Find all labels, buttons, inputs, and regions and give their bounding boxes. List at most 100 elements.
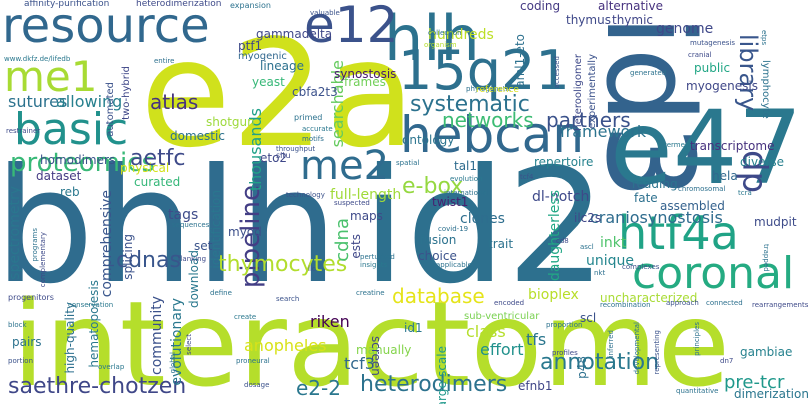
cloud-word: heterooligomer (573, 54, 584, 131)
cloud-word: riken (310, 312, 350, 331)
cloud-word: hela (712, 169, 738, 183)
cloud-word: set (194, 239, 213, 253)
cloud-word: fate (634, 191, 658, 205)
cloud-word: dl-notch (532, 189, 590, 205)
cloud-word: large-scale (435, 346, 449, 404)
cloud-word: coronal (632, 248, 795, 299)
cloud-word: class (466, 322, 506, 341)
cloud-word: suspected (334, 199, 370, 207)
cloud-word: connected (706, 299, 743, 307)
cloud-word: saethre-chotzen (8, 374, 187, 399)
cloud-word: motifs (302, 135, 324, 143)
cloud-word: heterodimers (360, 372, 508, 397)
cloud-word: tal1 (454, 159, 478, 173)
cloud-word: spatial (396, 159, 420, 167)
cloud-word: tcf4 (520, 173, 534, 181)
cloud-word: two-hybrid (121, 66, 132, 120)
cloud-word: lymphocyte (760, 60, 771, 119)
cloud-word: pre-tcr (724, 372, 785, 393)
cloud-word: primed (294, 113, 323, 122)
cloud-word: flanking (178, 255, 207, 263)
cloud-word: technology (286, 191, 325, 199)
cloud-word: throughput (276, 145, 316, 153)
cloud-word: partners (546, 108, 631, 132)
cloud-word: cd8 (556, 237, 569, 245)
cloud-word: e12 (304, 0, 399, 54)
cloud-word: genome (656, 21, 714, 37)
cloud-word: automated (105, 82, 116, 137)
cloud-word: ptf1 (238, 39, 263, 53)
cloud-word: full-length (330, 187, 402, 203)
cloud-word: sequences (172, 221, 210, 229)
cloud-word: quantitative (676, 387, 719, 395)
cloud-word: tcra (738, 189, 752, 197)
cloud-word: etps (760, 30, 768, 46)
cloud-word: search (276, 295, 300, 303)
cloud-word: networks (442, 108, 534, 132)
cloud-word: repertoire (534, 155, 594, 169)
cloud-word: frames (344, 75, 386, 89)
cloud-word: valuable (310, 9, 340, 17)
cloud-word: select (185, 334, 193, 355)
cloud-word: international (444, 189, 489, 197)
cloud-word: collection (428, 29, 462, 37)
cloud-word: reference (476, 85, 519, 95)
cloud-word: dataset (36, 169, 82, 183)
cloud-word: basic (14, 104, 129, 155)
cloud-word: id1 (404, 321, 423, 335)
cloud-word: generated (630, 69, 667, 77)
cloud-word: me1 (4, 52, 98, 101)
cloud-word: unique (586, 253, 635, 269)
cloud-word: inkt (600, 235, 627, 251)
cloud-word: interactome (12, 275, 731, 404)
cloud-word: entire (154, 57, 175, 65)
cloud-word: diverse (740, 155, 785, 169)
cloud-word: mudpit (754, 215, 797, 229)
cloud-word: creatine (356, 289, 385, 297)
cloud-word: reb (60, 185, 80, 199)
cloud-word: cdnas (116, 248, 181, 273)
cloud-word: me2 (300, 143, 390, 189)
cloud-word: mutagenesis (690, 39, 736, 47)
cloud-word: identification (209, 190, 223, 269)
cloud-word: spectrometry (7, 186, 23, 280)
cloud-word: accurate (302, 125, 333, 133)
cloud-word: dosage (244, 381, 270, 389)
cloud-word: coding (520, 0, 561, 13)
cloud-word: e2-2 (296, 376, 341, 400)
cloud-word: myogenic (238, 51, 287, 62)
cloud-word: gambiae (740, 345, 793, 359)
cloud-word: eto2 (260, 151, 288, 165)
cloud-word: covid-19 (438, 225, 469, 233)
cloud-word: effort (480, 340, 524, 359)
cloud-word: proportion (546, 321, 583, 329)
cloud-word: tags (168, 207, 199, 223)
cloud-word: high-quality (63, 302, 77, 374)
cloud-word: p48 (575, 356, 589, 379)
cloud-word: approach (666, 299, 699, 307)
cloud-word: efnb1 (518, 379, 553, 393)
cloud-word: id2 (362, 135, 607, 319)
cloud-word: scl (580, 311, 597, 325)
cloud-word: physical (120, 161, 170, 175)
cloud-word: global (169, 352, 177, 374)
cloud-word: hlh (384, 2, 480, 75)
cloud-word: splicing (121, 234, 135, 280)
cloud-word: e2a (140, 8, 416, 180)
cloud-word: allowing (56, 92, 123, 111)
cloud-word: heterodimerization (136, 0, 222, 9)
cloud-word: developmental (633, 322, 641, 375)
cloud-word: thymus (566, 13, 611, 27)
cloud-word: progenitors (8, 293, 54, 302)
cloud-word: cranial (688, 51, 712, 59)
cloud-word: expansion (230, 1, 271, 10)
cloud-word: tfs (526, 330, 547, 349)
cloud-word: chromosomal (678, 185, 726, 193)
cloud-word: experimentally (587, 54, 598, 130)
cloud-word: bhlh (0, 135, 339, 319)
cloud-word: framework (560, 122, 647, 141)
cloud-word: assembled (660, 199, 725, 213)
cloud-word: dimerization (734, 387, 808, 401)
cloud-word: complexes (622, 263, 660, 271)
